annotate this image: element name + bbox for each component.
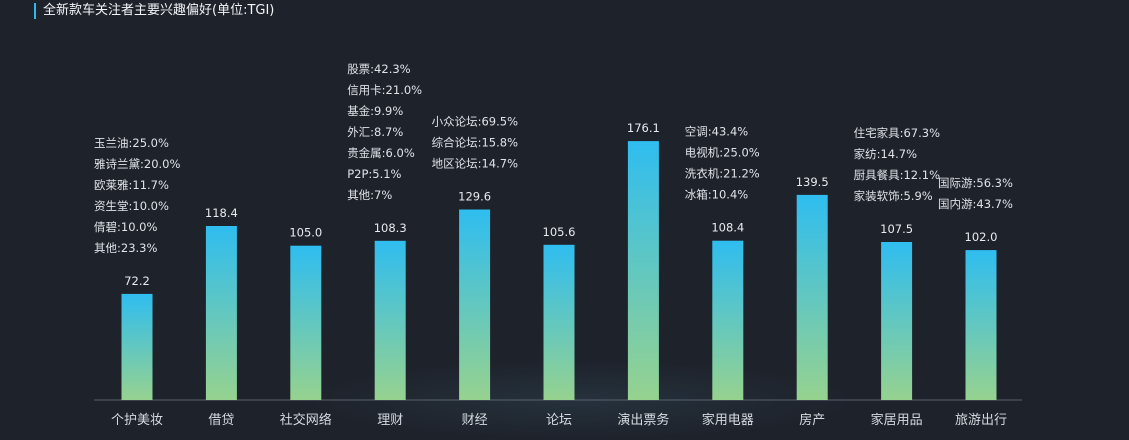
category-label-7: 演出票务 [617,412,669,428]
bar-11 [965,250,997,400]
value-label-2: 118.4 [205,206,238,220]
annotation-10-2: 家纺:14.7% [854,147,917,161]
annotation-1-4: 资生堂:10.0% [94,199,169,213]
value-label-4: 108.3 [374,221,407,235]
category-label-3: 社交网络 [280,412,332,428]
annotation-1-1: 玉兰油:25.0% [94,136,169,150]
bar-6 [543,244,575,400]
annotation-8-2: 电视机:25.0% [685,146,760,160]
annotation-1-5: 倩碧:10.0% [94,220,157,234]
annotation-4-1: 股票:42.3% [347,62,410,76]
annotation-11-1: 国际游:56.3% [938,176,1013,190]
value-label-8: 108.4 [711,221,744,235]
annotation-5-1: 小众论坛:69.5% [432,115,518,129]
annotation-4-4: 外汇:8.7% [347,125,403,139]
chart-title: 全新款车关注者主要兴趣偏好(单位:TGI) [34,3,274,19]
value-label-3: 105.0 [289,226,322,240]
bar-2 [205,226,237,400]
category-label-1: 个护美妆 [111,413,163,428]
annotation-8-1: 空调:43.4% [685,125,748,139]
value-label-9: 139.5 [796,175,829,189]
bar-1 [121,293,153,400]
annotation-4-5: 贵金属:6.0% [347,146,415,160]
value-label-5: 129.6 [458,190,491,204]
annotation-8-3: 洗衣机:21.2% [685,167,760,181]
value-label-6: 105.6 [543,225,576,239]
category-label-8: 家用电器 [702,412,754,428]
bar-9 [796,194,828,400]
value-label-1: 72.2 [124,274,150,288]
annotation-4-3: 基金:9.9% [347,104,403,118]
category-label-10: 家居用品 [871,412,923,428]
bar-3 [290,245,322,400]
annotation-4-6: P2P:5.1% [347,167,401,181]
annotation-10-3: 厨具餐具:12.1% [854,168,940,182]
value-label-7: 176.1 [627,121,660,135]
bar-10 [881,242,913,400]
annotation-1-2: 雅诗兰黛:20.0% [94,157,180,171]
category-label-9: 房产 [799,412,825,428]
category-label-6: 论坛 [546,413,572,428]
bar-4 [374,240,406,400]
annotation-4-7: 其他:7% [347,188,392,202]
annotation-4-2: 信用卡:21.0% [347,83,422,97]
category-label-5: 财经 [462,413,488,428]
annotation-1-3: 欧莱雅:11.7% [94,178,169,192]
category-label-2: 借贷 [208,413,234,428]
annotation-8-4: 冰箱:10.4% [685,188,748,202]
annotation-5-3: 地区论坛:14.7% [432,157,518,171]
annotation-10-1: 住宅家具:67.3% [854,126,940,140]
bar-8 [712,240,744,400]
bar-7 [627,141,659,400]
value-label-10: 107.5 [880,222,913,236]
bar-5 [459,209,491,400]
annotation-10-4: 家装软饰:5.9% [854,189,933,203]
value-label-11: 102.0 [965,230,998,244]
annotation-5-2: 综合论坛:15.8% [432,136,518,150]
category-label-4: 理财 [377,413,403,428]
annotation-11-2: 国内游:43.7% [938,197,1013,211]
annotation-1-6: 其他:23.3% [94,241,157,255]
category-label-11: 旅游出行 [955,413,1007,428]
